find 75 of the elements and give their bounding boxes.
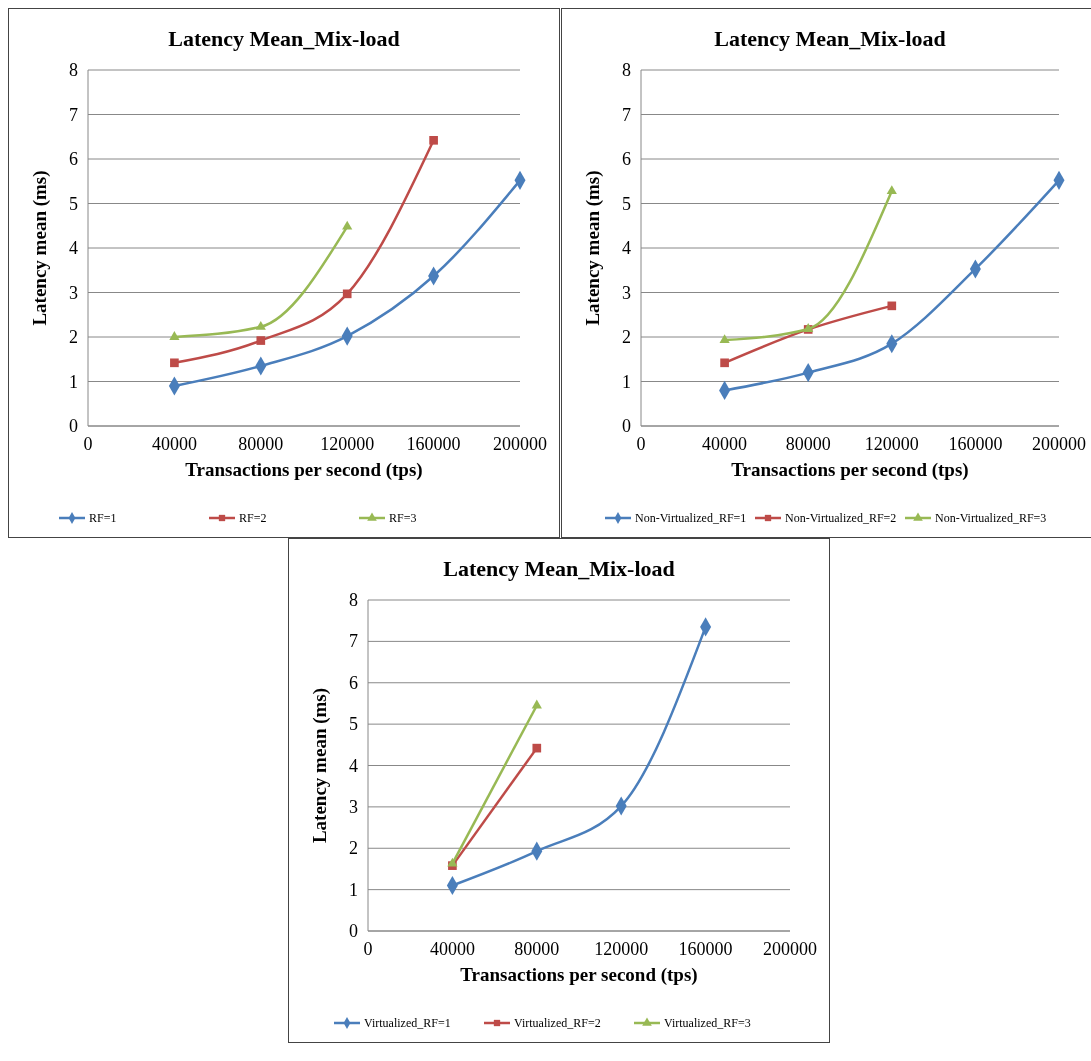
y-tick-label: 5 (622, 193, 631, 214)
point (887, 301, 897, 311)
point (342, 289, 352, 299)
point (720, 358, 729, 368)
point (532, 743, 542, 753)
x-tick-label: 120000 (594, 939, 649, 959)
chart-title: Latency Mean_Mix-load (443, 556, 675, 581)
point (256, 336, 266, 345)
x-tick-label: 80000 (238, 434, 284, 454)
chart-title: Latency Mean_Mix-load (714, 26, 946, 51)
x-axis-title: Transactions per second (tps) (731, 459, 969, 481)
y-tick-label: 0 (349, 921, 358, 941)
y-tick-label: 2 (622, 327, 631, 347)
x-axis-title: Transactions per second (tps) (185, 459, 423, 481)
y-tick-label: 3 (69, 282, 78, 303)
x-tick-label: 120000 (864, 434, 919, 454)
legend-label: RF=2 (239, 511, 267, 525)
y-tick-label: 2 (69, 327, 78, 347)
y-tick-label: 8 (622, 60, 631, 80)
x-tick-label: 200000 (763, 939, 817, 959)
y-tick-label: 2 (349, 838, 358, 859)
y-tick-label: 1 (349, 879, 358, 900)
legend-label: RF=1 (89, 511, 117, 525)
point (342, 220, 353, 230)
x-axis-title: Transactions per second (tps) (460, 964, 698, 986)
x-tick-label: 0 (363, 939, 373, 959)
x-tick-label: 120000 (320, 434, 375, 454)
y-tick-label: 0 (69, 416, 78, 436)
point (170, 358, 179, 368)
x-tick-label: 40000 (429, 939, 475, 959)
x-tick-label: 0 (636, 434, 646, 454)
y-tick-label: 1 (69, 371, 78, 392)
y-tick-label: 1 (622, 371, 631, 392)
legend-label: Virtualized_RF=2 (514, 1016, 601, 1030)
point (255, 320, 266, 330)
y-tick-label: 7 (69, 104, 78, 125)
point (719, 334, 730, 344)
y-tick-label: 3 (622, 282, 631, 303)
y-axis-title: Latency mean (ms) (29, 170, 51, 326)
x-tick-label: 80000 (514, 939, 560, 959)
legend-label: Non-Virtualized_RF=1 (635, 511, 747, 525)
y-tick-label: 5 (349, 714, 358, 735)
x-tick-label: 40000 (151, 434, 197, 454)
y-tick-label: 4 (69, 238, 78, 258)
point (169, 331, 180, 340)
y-axis-title: Latency mean (ms) (309, 687, 331, 844)
chart-title: Latency Mean_Mix-load (168, 26, 400, 51)
y-tick-label: 0 (622, 416, 631, 436)
y-tick-label: 7 (349, 631, 358, 652)
x-tick-label: 40000 (702, 434, 748, 454)
legend-label: Virtualized_RF=1 (364, 1016, 451, 1030)
x-tick-label: 160000 (406, 434, 461, 454)
legend-label: Virtualized_RF=3 (664, 1016, 751, 1030)
y-tick-label: 4 (349, 755, 358, 776)
x-tick-label: 0 (83, 434, 93, 454)
y-tick-label: 4 (622, 238, 631, 258)
x-tick-label: 200000 (493, 434, 547, 454)
point (429, 135, 438, 145)
x-tick-label: 160000 (948, 434, 1003, 454)
y-tick-label: 7 (622, 104, 631, 125)
y-axis-title: Latency mean (ms) (582, 170, 604, 326)
x-tick-label: 200000 (1032, 434, 1086, 454)
point (886, 185, 897, 194)
x-tick-label: 80000 (785, 434, 831, 454)
legend-label: RF=3 (389, 511, 417, 525)
y-tick-label: 8 (69, 60, 78, 80)
x-tick-label: 160000 (678, 939, 733, 959)
y-tick-label: 3 (349, 796, 358, 817)
y-tick-label: 5 (69, 193, 78, 214)
y-tick-label: 6 (622, 149, 631, 169)
legend-label: Non-Virtualized_RF=3 (935, 511, 1047, 525)
legend-label: Non-Virtualized_RF=2 (785, 511, 897, 525)
y-tick-label: 6 (349, 672, 358, 693)
y-tick-label: 8 (349, 590, 358, 610)
y-tick-label: 6 (69, 149, 78, 169)
